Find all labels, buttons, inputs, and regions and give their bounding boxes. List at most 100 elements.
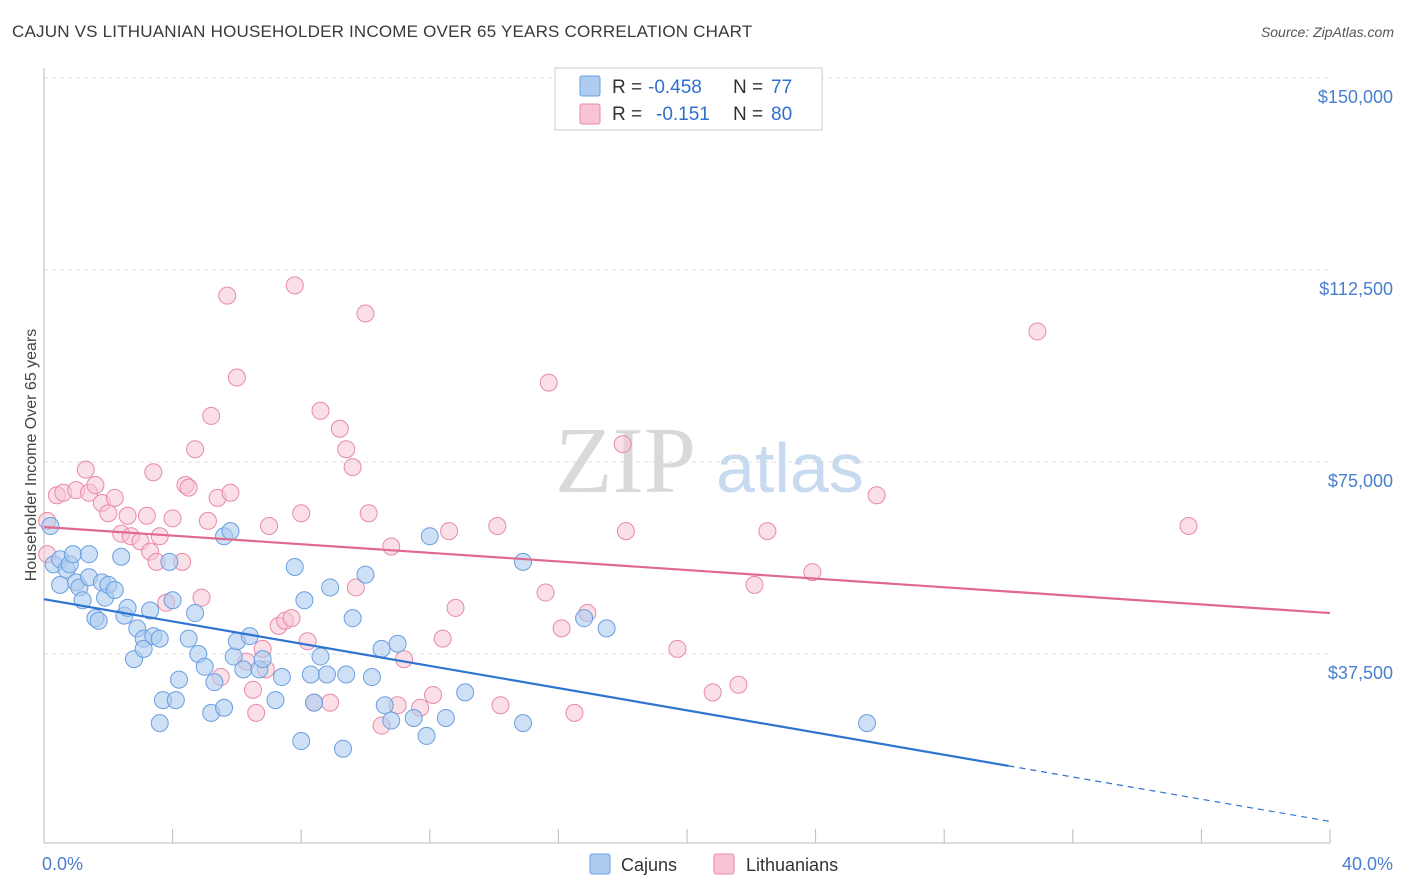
cajuns-point xyxy=(166,691,185,710)
lithuanians-point xyxy=(616,522,635,541)
y-tick-label-0: $37,500 xyxy=(1328,663,1393,683)
cajuns-point xyxy=(195,657,214,676)
cajuns-point xyxy=(301,665,320,684)
watermark-atlas: atlas xyxy=(716,429,864,507)
series-swatch-lithuanians xyxy=(713,853,735,875)
cajuns-point xyxy=(514,552,533,571)
cajuns-point xyxy=(372,639,391,658)
series-name-lithuanians: Lithuanians xyxy=(746,855,838,875)
cajuns-point xyxy=(317,665,336,684)
cajuns-point xyxy=(179,629,198,648)
lithuanians-point xyxy=(491,696,510,715)
cajuns-point xyxy=(295,591,314,610)
cajuns-point xyxy=(205,673,224,692)
chart-title: CAJUN VS LITHUANIAN HOUSEHOLDER INCOME O… xyxy=(12,22,753,41)
cajuns-point xyxy=(215,698,234,717)
cajuns-point xyxy=(266,691,285,710)
cajuns-point xyxy=(311,647,330,666)
lithuanians-point xyxy=(179,478,198,497)
cajuns-point xyxy=(597,619,616,638)
lithuanians-point xyxy=(488,517,507,535)
y-tick-labels: $37,500 $75,000 $112,500 $150,000 xyxy=(1318,87,1393,683)
lithuanians-point xyxy=(260,517,279,535)
lithuanians-point xyxy=(282,609,301,628)
lithuanians-point xyxy=(99,504,118,523)
lithuanians-point xyxy=(118,506,137,525)
lithuanians-point xyxy=(359,504,378,523)
lithuanians-trend-line xyxy=(43,525,1331,615)
lithuanians-point xyxy=(552,619,571,638)
cajuns-point xyxy=(333,739,352,758)
lithuanians-point xyxy=(144,463,163,482)
lithuanians-point xyxy=(867,486,886,505)
legend-r-label-cajuns: R = xyxy=(612,77,642,98)
legend-swatch-cajuns xyxy=(579,75,601,97)
cajuns-point xyxy=(150,714,169,733)
cajuns-point xyxy=(456,683,475,702)
cajuns-point xyxy=(160,552,179,571)
cajuns-trend-extension xyxy=(1008,765,1331,823)
lithuanians-point xyxy=(440,522,459,541)
lithuanians-point xyxy=(1179,517,1198,535)
lithuanians-point xyxy=(729,675,748,694)
cajuns-point xyxy=(292,732,311,751)
cajuns-point xyxy=(150,629,169,648)
series-legend: Cajuns Lithuanians xyxy=(589,853,838,875)
lithuanians-point xyxy=(382,537,401,556)
lithuanians-point xyxy=(395,650,414,669)
lithuanians-points xyxy=(38,276,1198,735)
lithuanians-point xyxy=(356,304,375,323)
cajuns-point xyxy=(41,517,60,535)
cajuns-point xyxy=(337,665,356,684)
lithuanians-point xyxy=(330,419,349,438)
cajuns-point xyxy=(51,575,70,594)
cajuns-point xyxy=(382,711,401,730)
lithuanians-point xyxy=(565,703,584,722)
lithuanians-point xyxy=(424,685,443,704)
legend-swatch-lithuanians xyxy=(579,103,601,125)
lithuanians-point xyxy=(321,693,340,712)
cajuns-point xyxy=(112,547,131,566)
cajuns-point xyxy=(163,591,182,610)
lithuanians-point xyxy=(803,563,822,582)
cajuns-point xyxy=(356,565,375,584)
x-tick-labels: 0.0% 40.0% xyxy=(42,854,1393,874)
legend-n-value-cajuns: 77 xyxy=(771,77,792,98)
lithuanians-point xyxy=(76,460,95,479)
cajuns-point xyxy=(253,650,272,669)
cajuns-point xyxy=(141,601,160,620)
cajuns-point xyxy=(285,557,304,576)
cajuns-point xyxy=(575,609,594,628)
lithuanians-point xyxy=(292,504,311,523)
cajuns-point xyxy=(343,609,362,628)
lithuanians-point xyxy=(446,598,465,617)
correlation-legend: R = -0.458 N = 77 R = -0.151 N = 80 xyxy=(554,67,823,131)
lithuanians-point xyxy=(668,639,687,658)
lithuanians-point xyxy=(745,575,764,594)
cajuns-point xyxy=(63,545,82,564)
legend-n-label-lithuanians: N = xyxy=(733,104,763,125)
cajuns-point xyxy=(417,726,436,745)
cajuns-point xyxy=(362,668,381,687)
cajuns-point xyxy=(272,668,291,687)
gridlines xyxy=(44,77,1330,655)
lithuanians-point xyxy=(137,506,156,525)
lithuanians-point xyxy=(433,629,452,648)
watermark: ZIP atlas xyxy=(555,409,864,513)
cajuns-point xyxy=(388,634,407,653)
x-tick-label-max: 40.0% xyxy=(1342,854,1393,874)
lithuanians-point xyxy=(539,373,558,392)
legend-r-value-lithuanians: -0.151 xyxy=(656,104,710,125)
cajuns-point xyxy=(858,714,877,733)
lithuanians-point xyxy=(613,435,632,454)
lithuanians-point xyxy=(1028,322,1047,341)
y-tick-label-1: $75,000 xyxy=(1328,471,1393,491)
lithuanians-point xyxy=(221,483,240,502)
cajuns-point xyxy=(234,660,253,679)
trend-lines xyxy=(43,525,1331,823)
cajuns-point xyxy=(305,693,324,712)
lithuanians-point xyxy=(285,276,304,295)
y-axis-label: Householder Income Over 65 years xyxy=(23,329,40,582)
cajuns-point xyxy=(186,604,205,623)
